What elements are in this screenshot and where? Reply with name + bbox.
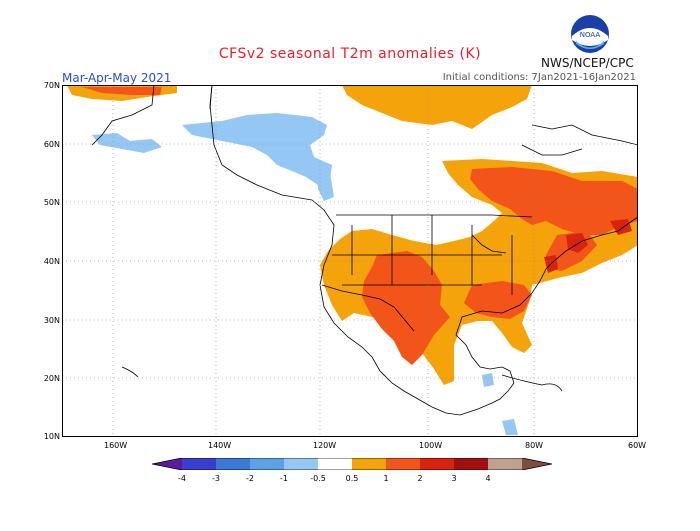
cool-anomaly-regions <box>92 113 518 435</box>
cbar-segment-below-m4 <box>152 458 182 470</box>
lat-label-20n: 20N <box>43 374 60 383</box>
lat-label-10n: 10N <box>43 432 60 441</box>
color-bar <box>152 458 552 470</box>
warm-anomaly-regions-mid <box>82 87 638 365</box>
cbar-label-p2: 2 <box>417 474 423 483</box>
cbar-label-m1: -1 <box>280 474 288 483</box>
cbar-segment-above-p4 <box>522 458 552 470</box>
cbar-label-p1: 1 <box>383 474 389 483</box>
cbar-segment-p05-p1 <box>352 458 386 470</box>
cbar-label-m4: -4 <box>178 474 186 483</box>
lat-label-50n: 50N <box>43 198 60 207</box>
noaa-logo: NOAA <box>570 14 610 54</box>
lat-label-30n: 30N <box>43 316 60 325</box>
cbar-segment-neutral <box>318 458 352 470</box>
cbar-label-m3: -3 <box>212 474 220 483</box>
cbar-segment-m3-m2 <box>216 458 250 470</box>
cbar-segment-p3-p4 <box>454 458 488 470</box>
map-title: CFSv2 seasonal T2m anomalies (K) <box>218 46 482 62</box>
logo-text: NOAA <box>580 31 601 39</box>
lon-label-140w: 140W <box>208 441 232 450</box>
anomaly-map <box>62 85 638 437</box>
lon-label-160w: 160W <box>104 441 128 450</box>
lon-label-100w: 100W <box>419 441 443 450</box>
cbar-label-p05: 0.5 <box>345 474 359 483</box>
initial-conditions-label: Initial conditions: 7Jan2021-16Jan2021 <box>442 72 636 83</box>
cbar-segment-p2-p3 <box>420 458 454 470</box>
cbar-label-m05: -0.5 <box>310 474 326 483</box>
cbar-segment-p1-p2 <box>386 458 420 470</box>
map-frame <box>62 85 638 437</box>
lon-label-80w: 80W <box>525 441 544 450</box>
agency-label: NWS/NCEP/CPC <box>541 56 634 70</box>
lat-label-70n: 70N <box>43 81 60 90</box>
cbar-segment-m1-m05 <box>284 458 318 470</box>
lon-label-60w: 60W <box>628 441 647 450</box>
cbar-label-p4: 4 <box>485 474 491 483</box>
graticule <box>62 85 638 437</box>
cbar-label-m2: -2 <box>246 474 254 483</box>
lat-label-60n: 60N <box>43 140 60 149</box>
lat-label-40n: 40N <box>43 257 60 266</box>
coastlines <box>91 85 638 416</box>
cbar-segment-p4-p5 <box>488 458 522 470</box>
lon-label-120w: 120W <box>313 441 337 450</box>
cbar-label-p3: 3 <box>451 474 457 483</box>
season-label: Mar-Apr-May 2021 <box>62 71 172 85</box>
cbar-segment-m4-m3 <box>182 458 216 470</box>
cbar-segment-m2-m1 <box>250 458 284 470</box>
